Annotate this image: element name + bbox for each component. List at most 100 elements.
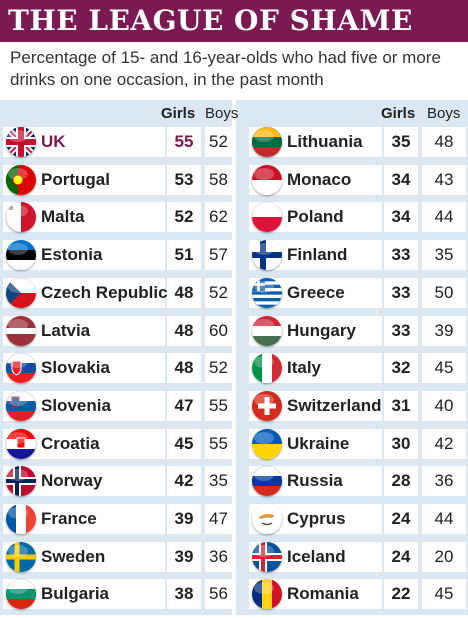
country-name: Czech Republic — [41, 283, 168, 302]
estonia-flag-icon — [6, 240, 36, 270]
girls-value: 24 — [384, 542, 418, 572]
country-name: Latvia — [41, 321, 91, 340]
boys-value: 60 — [205, 316, 232, 346]
monaco-flag-icon — [252, 165, 282, 195]
girls-header-left: Girls — [161, 105, 196, 122]
girls-value: 47 — [167, 391, 201, 421]
iceland-flag-icon — [252, 542, 282, 572]
girls-value: 33 — [384, 316, 418, 346]
boys-value: 48 — [422, 127, 466, 157]
country-name: Poland — [287, 207, 344, 226]
boys-value: 20 — [422, 542, 466, 572]
boys-value: 43 — [422, 165, 466, 195]
malta-flag-icon — [6, 202, 36, 232]
boys-value: 52 — [205, 278, 232, 308]
country-name: Italy — [287, 358, 322, 377]
boys-value: 45 — [422, 579, 466, 609]
boys-value: 62 — [205, 202, 232, 232]
country-name: Finland — [287, 245, 348, 264]
czech-flag-icon — [6, 278, 36, 308]
finland-flag-icon — [252, 240, 282, 270]
country-name: Monaco — [287, 170, 352, 189]
girls-value: 33 — [384, 278, 418, 308]
girls-value: 42 — [167, 466, 201, 496]
poland-flag-icon — [252, 202, 282, 232]
country-name: Greece — [287, 283, 345, 302]
girls-value: 51 — [167, 240, 201, 270]
boys-value: 42 — [422, 429, 466, 459]
ukraine-flag-icon — [252, 429, 282, 459]
switzerland-flag-icon — [252, 391, 282, 421]
girls-value: 33 — [384, 240, 418, 270]
cyprus-flag-icon — [252, 504, 282, 534]
boys-value: 40 — [422, 391, 466, 421]
croatia-flag-icon — [6, 429, 36, 459]
boys-value: 50 — [422, 278, 466, 308]
boys-value: 55 — [205, 391, 232, 421]
country-name: Estonia — [41, 245, 103, 264]
boys-value: 55 — [205, 429, 232, 459]
country-name: Slovakia — [41, 358, 110, 377]
girls-value: 39 — [167, 542, 201, 572]
italy-flag-icon — [252, 353, 282, 383]
boys-value: 52 — [205, 353, 232, 383]
girls-value: 34 — [384, 165, 418, 195]
girls-header-right: Girls — [381, 105, 416, 122]
country-name: Hungary — [287, 321, 356, 340]
romania-flag-icon — [252, 579, 282, 609]
boys-value: 36 — [422, 466, 466, 496]
slovakia-flag-icon — [6, 353, 36, 383]
country-name: Norway — [41, 471, 103, 490]
country-name: Romania — [287, 584, 359, 603]
boys-value: 35 — [205, 466, 232, 496]
country-name: Cyprus — [287, 509, 346, 528]
country-name: Malta — [41, 207, 85, 226]
country-name: Croatia — [41, 434, 100, 453]
girls-value: 39 — [167, 504, 201, 534]
slovenia-flag-icon — [6, 391, 36, 421]
boys-value: 47 — [205, 504, 232, 534]
hungary-flag-icon — [252, 316, 282, 346]
country-name: Portugal — [41, 170, 110, 189]
russia-flag-icon — [252, 466, 282, 496]
girls-value: 52 — [167, 202, 201, 232]
sweden-flag-icon — [6, 542, 36, 572]
country-name: Slovenia — [41, 396, 111, 415]
lithuania-flag-icon — [252, 127, 282, 157]
country-name: UK — [41, 132, 66, 151]
boys-value: 36 — [205, 542, 232, 572]
bulgaria-flag-icon — [6, 579, 36, 609]
country-name: Bulgaria — [41, 584, 110, 603]
girls-value: 35 — [384, 127, 418, 157]
subtitle: Percentage of 15- and 16-year-olds who h… — [10, 48, 441, 89]
girls-value: 48 — [167, 278, 201, 308]
greece-flag-icon — [252, 278, 282, 308]
girls-value: 38 — [167, 579, 201, 609]
country-name: France — [41, 509, 97, 528]
portugal-flag-icon — [6, 165, 36, 195]
page-title: THE LEAGUE OF SHAME — [0, 0, 468, 42]
country-name: Russia — [287, 471, 343, 490]
uk-flag-icon — [6, 127, 36, 157]
france-flag-icon — [6, 504, 36, 534]
girls-value: 24 — [384, 504, 418, 534]
norway-flag-icon — [6, 466, 36, 496]
boys-value: 44 — [422, 504, 466, 534]
boys-header-left: Boys — [205, 105, 239, 122]
girls-value: 31 — [384, 391, 418, 421]
girls-value: 55 — [167, 127, 201, 157]
country-name: Iceland — [287, 547, 346, 566]
girls-value: 30 — [384, 429, 418, 459]
country-name: Ukraine — [287, 434, 350, 453]
boys-value: 57 — [205, 240, 232, 270]
country-name: Sweden — [41, 547, 106, 566]
country-name: Switzerland — [287, 396, 382, 415]
boys-value: 45 — [422, 353, 466, 383]
latvia-flag-icon — [6, 316, 36, 346]
country-name: Lithuania — [287, 132, 363, 151]
boys-value: 58 — [205, 165, 232, 195]
boys-value: 44 — [422, 202, 466, 232]
girls-value: 48 — [167, 316, 201, 346]
girls-value: 28 — [384, 466, 418, 496]
